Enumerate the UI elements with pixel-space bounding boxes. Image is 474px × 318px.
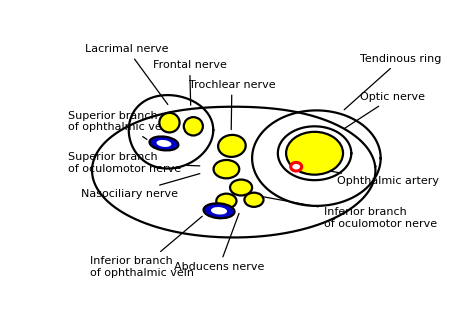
Ellipse shape bbox=[213, 160, 239, 178]
Text: Trochlear nerve: Trochlear nerve bbox=[189, 80, 275, 130]
Text: Ophthalmic artery: Ophthalmic artery bbox=[311, 168, 438, 186]
Ellipse shape bbox=[291, 162, 301, 171]
Text: Optic nerve: Optic nerve bbox=[345, 92, 426, 128]
Text: Inferior branch
of oculomotor nerve: Inferior branch of oculomotor nerve bbox=[262, 197, 437, 229]
Text: Superior branch
of oculomotor nerve: Superior branch of oculomotor nerve bbox=[68, 152, 200, 174]
Text: Abducens nerve: Abducens nerve bbox=[174, 213, 264, 272]
Ellipse shape bbox=[156, 140, 172, 147]
Ellipse shape bbox=[159, 113, 180, 132]
Ellipse shape bbox=[149, 136, 178, 150]
Ellipse shape bbox=[218, 135, 246, 157]
Ellipse shape bbox=[203, 203, 235, 218]
Text: Frontal nerve: Frontal nerve bbox=[153, 60, 227, 105]
Ellipse shape bbox=[211, 207, 227, 215]
Ellipse shape bbox=[230, 180, 252, 196]
Text: Tendinous ring: Tendinous ring bbox=[344, 54, 442, 110]
Ellipse shape bbox=[184, 117, 203, 135]
Text: Nasociliary nerve: Nasociliary nerve bbox=[82, 174, 200, 199]
Ellipse shape bbox=[216, 194, 237, 208]
Text: Superior branch
of ophthalmic vein: Superior branch of ophthalmic vein bbox=[68, 111, 173, 139]
Text: Lacrimal nerve: Lacrimal nerve bbox=[85, 44, 169, 105]
Ellipse shape bbox=[286, 132, 343, 175]
Text: Inferior branch
of ophthalmic vein: Inferior branch of ophthalmic vein bbox=[91, 216, 202, 278]
Ellipse shape bbox=[245, 193, 264, 207]
